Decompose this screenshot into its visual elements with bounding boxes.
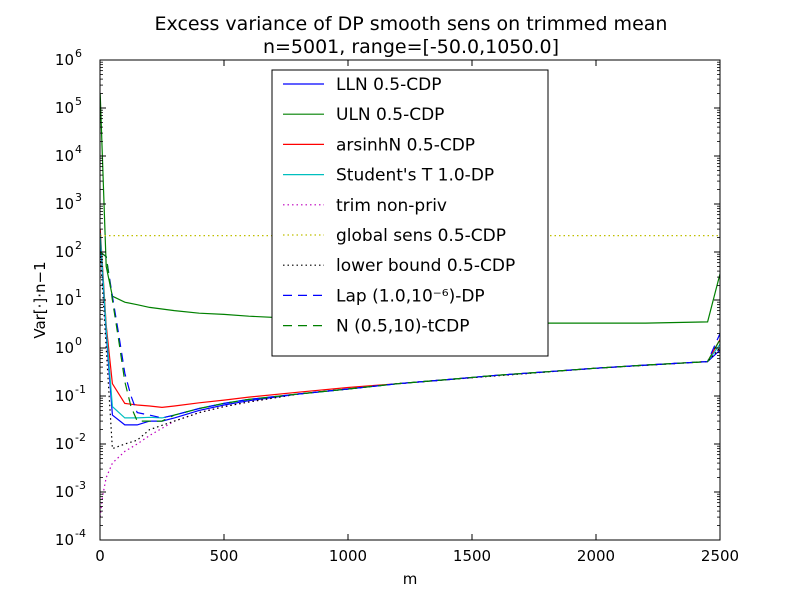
y-tick-label: 10	[55, 291, 74, 309]
y-tick-label: 10	[55, 387, 74, 405]
y-tick-exponent: 5	[75, 95, 82, 108]
y-tick-label: 10	[55, 435, 74, 453]
legend-label-4: trim non-priv	[336, 196, 447, 216]
x-tick-label: 0	[95, 547, 105, 565]
x-axis-label: m	[403, 570, 418, 588]
series-line-1	[100, 93, 720, 324]
y-axis-label: Var[·]·n−1	[31, 261, 49, 338]
legend-label-0: LLN 0.5-CDP	[336, 75, 441, 95]
legend-label-3: Student's T 1.0-DP	[336, 166, 494, 186]
legend-label-8: N (0.5,10)-tCDP	[336, 317, 469, 337]
chart-title: Excess variance of DP smooth sens on tri…	[155, 13, 668, 35]
y-tick-label: 10	[55, 147, 74, 165]
legend-label-5: global sens 0.5-CDP	[336, 226, 506, 246]
legend-label-6: lower bound 0.5-CDP	[336, 256, 515, 276]
y-tick-exponent: -4	[75, 527, 86, 540]
x-tick-label: 2000	[577, 547, 615, 565]
y-tick-exponent: -3	[75, 479, 86, 492]
y-tick-exponent: 1	[75, 287, 82, 300]
y-tick-exponent: 3	[75, 191, 82, 204]
y-tick-label: 10	[55, 339, 74, 357]
y-tick-label: 10	[55, 483, 74, 501]
legend-label-2: arsinhN 0.5-CDP	[336, 135, 475, 155]
legend-label-1: ULN 0.5-CDP	[336, 105, 444, 125]
y-tick-exponent: 2	[75, 239, 82, 252]
y-tick-label: 10	[55, 243, 74, 261]
y-tick-exponent: -2	[75, 431, 86, 444]
x-tick-label: 1500	[453, 547, 491, 565]
y-tick-exponent: 6	[75, 47, 82, 60]
y-tick-exponent: 4	[75, 143, 82, 156]
y-tick-exponent: 0	[75, 335, 82, 348]
legend-box	[271, 69, 549, 357]
series-layer	[100, 93, 720, 518]
x-tick-label: 1000	[329, 547, 367, 565]
chart-subtitle: n=5001, range=[-50.0,1050.0]	[263, 36, 559, 58]
y-tick-label: 10	[55, 51, 74, 69]
y-tick-label: 10	[55, 195, 74, 213]
x-tick-label: 500	[210, 547, 239, 565]
legend: LLN 0.5-CDP ULN 0.5-CDP arsinhN 0.5-CDP Stu…	[271, 69, 549, 357]
y-tick-label: 10	[55, 531, 74, 549]
series-line-8	[100, 251, 720, 422]
y-tick-exponent: -1	[75, 383, 86, 396]
y-tick-label: 10	[55, 99, 74, 117]
x-tick-label: 2500	[701, 547, 739, 565]
series-line-7	[100, 251, 720, 419]
legend-label-7: Lap (1.0,10⁻⁶)-DP	[336, 286, 485, 306]
